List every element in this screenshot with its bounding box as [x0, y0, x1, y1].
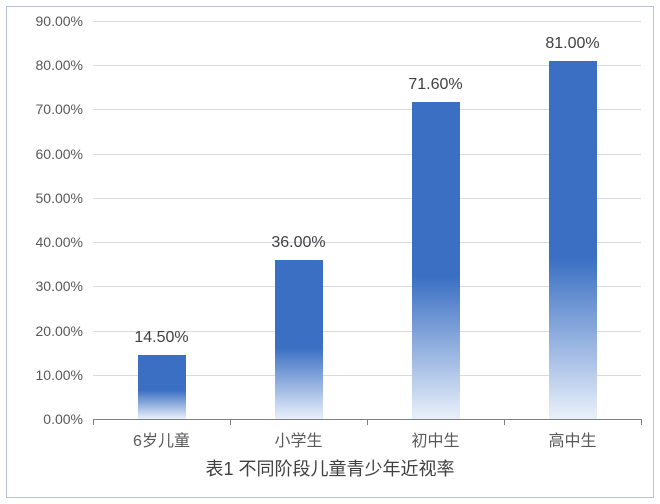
x-tick-mark — [230, 419, 231, 425]
y-tick-label: 0.00% — [7, 411, 83, 427]
bar — [549, 61, 597, 419]
bar-value-label: 36.00% — [229, 234, 369, 252]
bar-value-label: 14.50% — [92, 329, 232, 347]
chart-frame: 0.00% 10.00% 20.00% 30.00% 40.00% 50.00% 60.00… — [6, 6, 654, 498]
x-tick-label: 初中生 — [411, 427, 459, 451]
x-tick-mark — [367, 419, 368, 425]
y-tick-label: 20.00% — [7, 323, 83, 339]
x-tick-mark — [641, 419, 642, 425]
x-tick-label: 高中生 — [548, 427, 596, 451]
x-tick-label: 小学生 — [274, 427, 322, 451]
chart-caption: 表1 不同阶段儿童青少年近视率 — [7, 455, 653, 481]
y-tick-label: 90.00% — [7, 13, 83, 29]
y-tick-label: 40.00% — [7, 234, 83, 250]
bar — [138, 355, 186, 419]
y-tick-label: 10.00% — [7, 367, 83, 383]
y-tick-label: 70.00% — [7, 101, 83, 117]
y-tick-label: 60.00% — [7, 146, 83, 162]
bar — [412, 102, 460, 419]
bar-value-label: 81.00% — [503, 35, 643, 53]
bar-value-label: 71.60% — [366, 76, 506, 94]
x-tick-mark — [504, 419, 505, 425]
x-tick-mark — [93, 419, 94, 425]
x-tick-label: 6岁儿童 — [133, 427, 190, 451]
bar — [275, 260, 323, 419]
y-tick-label: 30.00% — [7, 278, 83, 294]
gridline — [93, 21, 641, 22]
y-tick-label: 80.00% — [7, 57, 83, 73]
y-tick-label: 50.00% — [7, 190, 83, 206]
